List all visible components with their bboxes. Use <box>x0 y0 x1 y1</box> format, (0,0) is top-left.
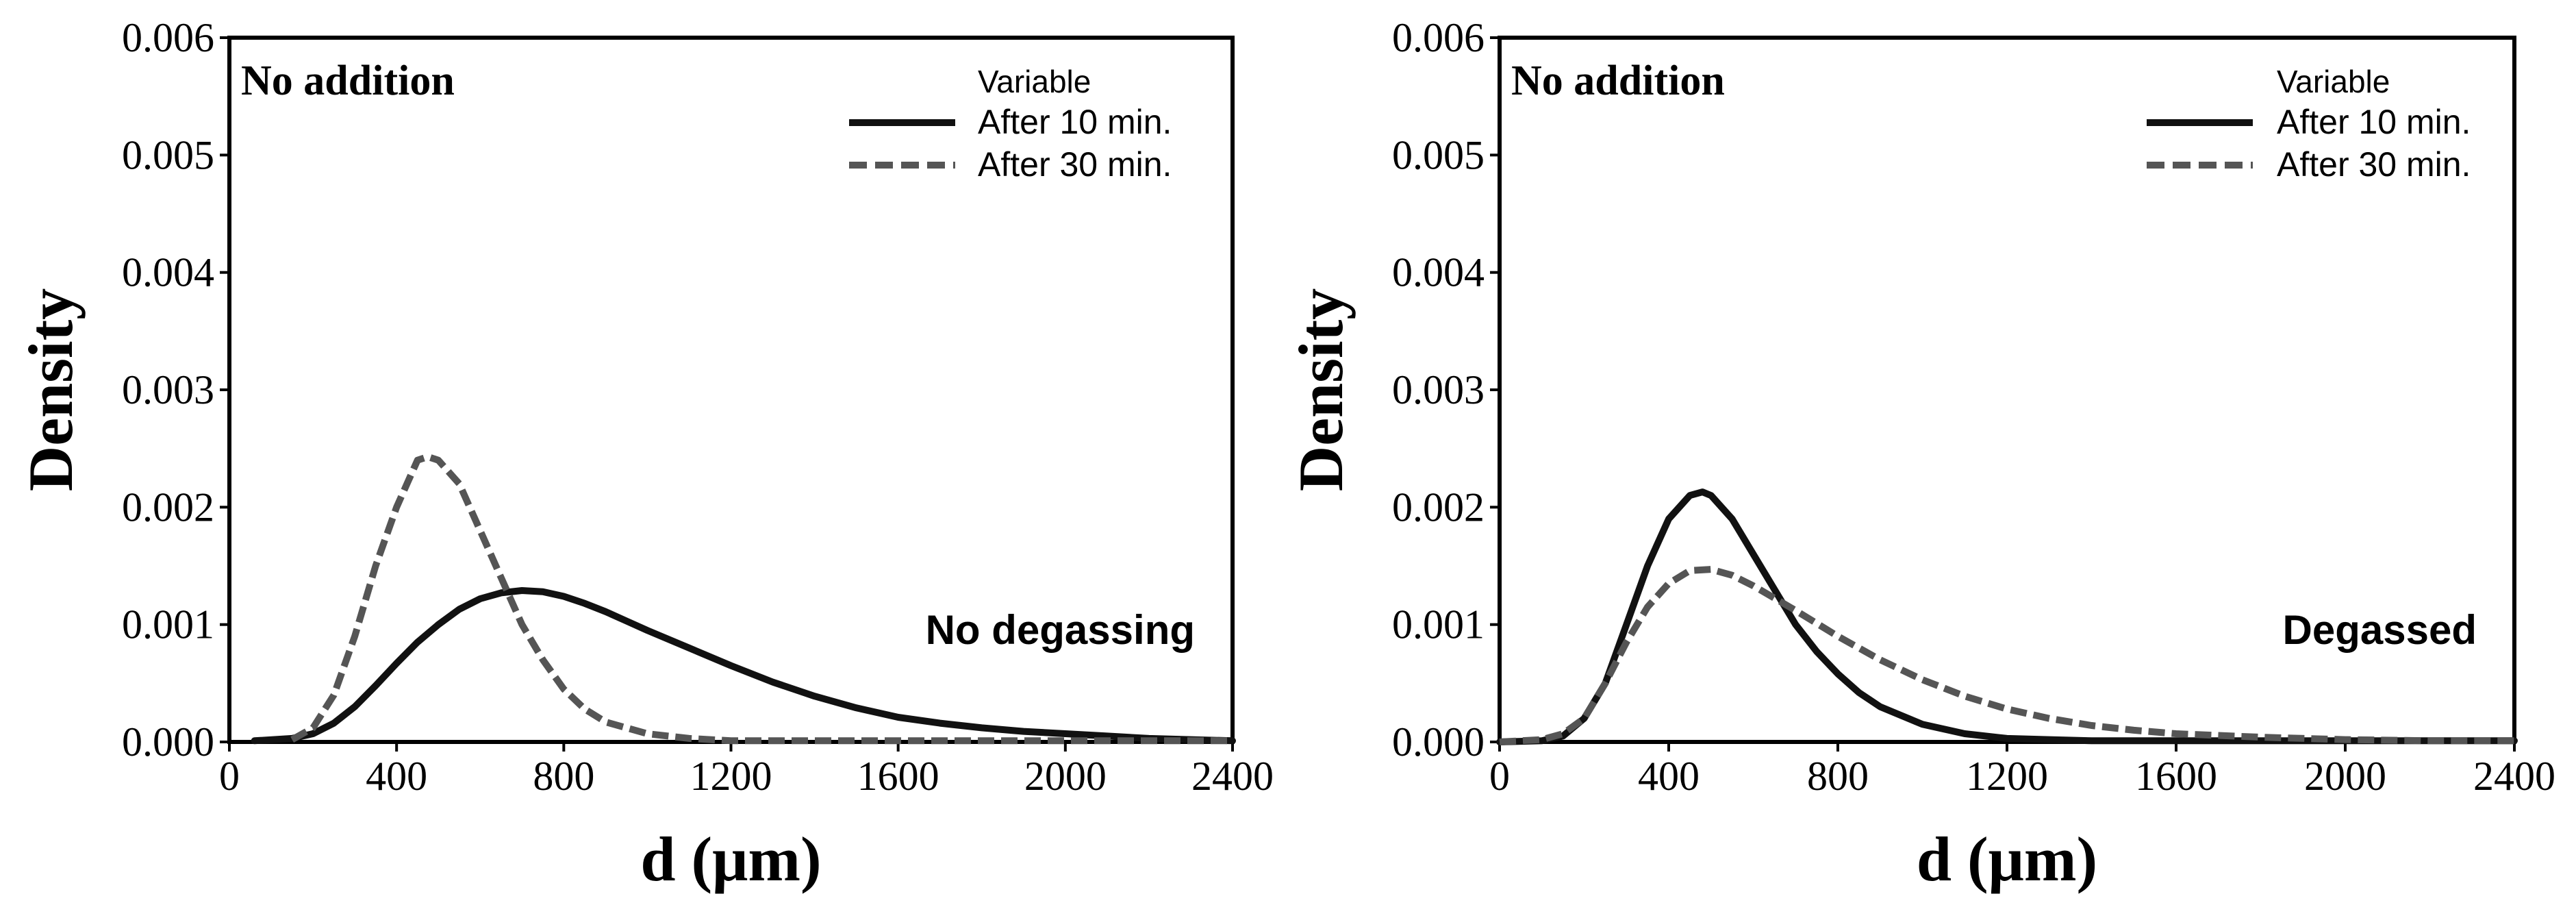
x-tick-label: 1200 <box>1966 754 2048 799</box>
legend-title: Variable <box>2277 64 2390 99</box>
corner-label: No addition <box>241 58 455 104</box>
series-line-after-30-min <box>1499 566 2514 745</box>
x-tick-label: 1600 <box>857 754 939 799</box>
x-tick-label: 400 <box>366 754 427 799</box>
corner-label: No addition <box>1511 58 1725 104</box>
chart-left: 0.000 0.001 0.002 0.003 0.004 0.005 0.006 0 400 8… <box>16 15 1274 894</box>
condition-label: No degassing <box>926 607 1195 653</box>
x-axis-title: d (μm) <box>1917 824 2097 894</box>
legend-title: Variable <box>978 64 1091 99</box>
y-tick-label: 0.000 <box>1392 719 1485 765</box>
x-tick-label: 2400 <box>2473 754 2555 799</box>
y-axis-title: Density <box>1286 288 1356 491</box>
y-tick-label: 0.004 <box>1392 250 1485 295</box>
x-tick-label: 2000 <box>2304 754 2386 799</box>
y-tick-label: 0.001 <box>122 602 214 647</box>
legend-entry-label: After 10 min. <box>2277 103 2471 141</box>
legend-entry-label: After 10 min. <box>978 103 1172 141</box>
y-tick-label: 0.002 <box>1392 484 1485 530</box>
y-tick-label: 0.002 <box>122 484 214 530</box>
x-tick-label: 1600 <box>2135 754 2217 799</box>
series-line-after-10-min <box>251 587 1236 745</box>
y-tick-label: 0.003 <box>1392 367 1485 412</box>
x-tick-label: 800 <box>533 754 594 799</box>
y-tick-label: 0.005 <box>122 132 214 177</box>
x-tick-label: 2400 <box>1191 754 1274 799</box>
y-tick-label: 0.001 <box>1392 602 1485 647</box>
legend-entry-label: After 30 min. <box>2277 145 2471 184</box>
y-axis-title: Density <box>16 288 86 491</box>
condition-label: Degassed <box>2283 607 2477 653</box>
legend-entry-label: After 30 min. <box>978 145 1172 184</box>
x-axis-title: d (μm) <box>640 824 821 894</box>
x-tick-label: 1200 <box>690 754 772 799</box>
y-tick-label: 0.000 <box>122 719 214 765</box>
series-line-after-30-min <box>290 453 1233 745</box>
x-tick-label: 2000 <box>1024 754 1107 799</box>
y-tick-label: 0.006 <box>1392 15 1485 60</box>
x-tick-label: 400 <box>1638 754 1700 799</box>
y-tick-label: 0.004 <box>122 250 214 295</box>
x-tick-label: 0 <box>219 754 240 799</box>
y-tick-label: 0.005 <box>1392 132 1485 177</box>
y-tick-label: 0.006 <box>122 15 214 60</box>
y-tick-label: 0.003 <box>122 367 214 412</box>
chart-right: 0.000 0.001 0.002 0.003 0.004 0.005 0.006 0 400 8… <box>1286 15 2555 894</box>
x-tick-label: 0 <box>1489 754 1510 799</box>
x-tick-label: 800 <box>1807 754 1869 799</box>
